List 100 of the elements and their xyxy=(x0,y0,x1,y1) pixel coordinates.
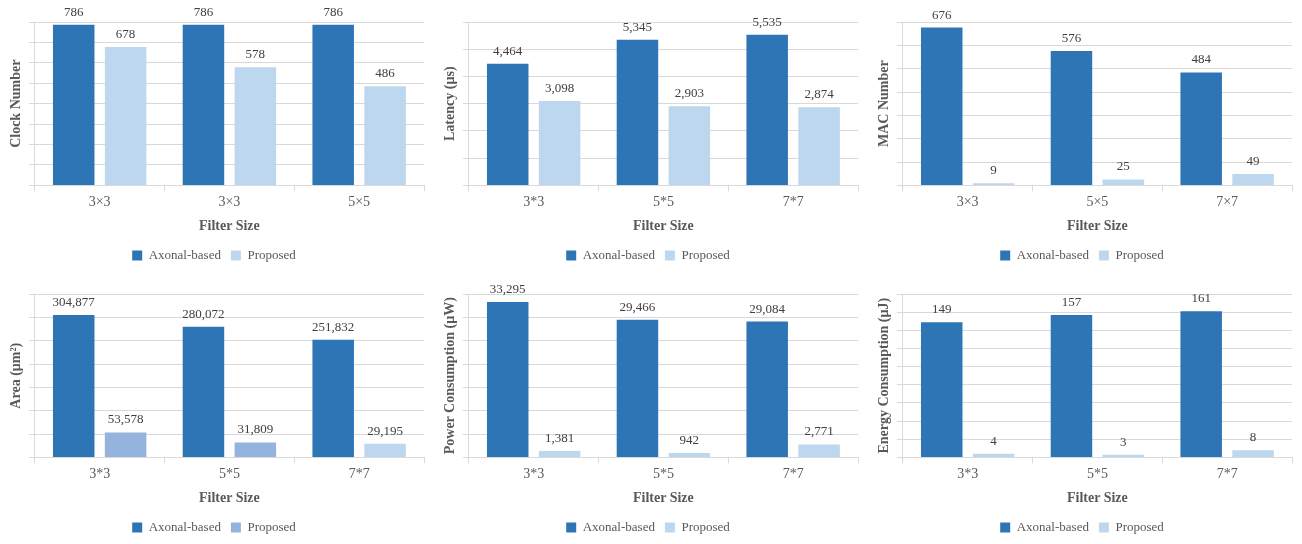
legend-label: Proposed xyxy=(681,246,731,262)
bar xyxy=(234,67,277,185)
bar xyxy=(746,321,788,457)
x-axis-title: Filter Size xyxy=(1067,218,1128,234)
bar xyxy=(312,339,354,457)
legend-label: Proposed xyxy=(247,518,297,534)
bar xyxy=(1232,450,1274,457)
x-tick-label: 5*5 xyxy=(652,194,674,210)
bar xyxy=(1050,314,1093,457)
data-label: 251,832 xyxy=(312,318,355,334)
legend-label: Proposed xyxy=(1115,518,1165,534)
legend-label: Proposed xyxy=(681,518,731,534)
x-tick-label: 3×3 xyxy=(88,194,111,210)
data-label: 786 xyxy=(323,3,344,19)
x-tick-label: 7×7 xyxy=(1216,194,1239,210)
x-tick-label: 3*3 xyxy=(89,466,111,482)
legend-label: Axonal-based xyxy=(582,246,656,262)
y-axis-title: Energy Consumption (µJ) xyxy=(876,297,893,454)
data-label: 2,874 xyxy=(804,86,835,102)
y-axis-title: MAC Number xyxy=(876,60,892,148)
data-label: 9 xyxy=(990,162,997,178)
bar xyxy=(486,301,529,457)
x-axis-title: Filter Size xyxy=(633,490,694,506)
data-label: 161 xyxy=(1191,290,1211,306)
y-axis-title: Area (μm²) xyxy=(8,342,25,409)
data-label: 786 xyxy=(63,3,84,19)
x-tick-label: 3*3 xyxy=(523,466,545,482)
x-tick-label: 5*5 xyxy=(1086,466,1108,482)
data-label: 786 xyxy=(193,3,214,19)
data-label: 3,098 xyxy=(544,79,575,95)
bar xyxy=(104,432,147,457)
bar xyxy=(182,326,225,457)
x-axis-title: Filter Size xyxy=(1067,490,1128,506)
bar xyxy=(1180,311,1222,457)
legend-label: Axonal-based xyxy=(1016,518,1090,534)
bar xyxy=(104,46,147,185)
data-label: 149 xyxy=(931,301,952,317)
x-tick-label: 5×5 xyxy=(348,194,371,210)
bar xyxy=(364,86,406,185)
data-label: 29,084 xyxy=(749,300,786,316)
bar xyxy=(668,106,711,185)
bar xyxy=(920,322,963,457)
bar xyxy=(52,24,95,185)
data-label: 31,809 xyxy=(237,421,274,437)
x-tick-label: 3×3 xyxy=(218,194,241,210)
data-label: 5,535 xyxy=(752,13,782,29)
bar xyxy=(1232,173,1274,185)
bar xyxy=(364,443,406,457)
x-tick-label: 7*7 xyxy=(782,194,804,210)
data-label: 33,295 xyxy=(489,280,526,296)
x-tick-label: 5*5 xyxy=(218,466,240,482)
x-tick-label: 5*5 xyxy=(652,466,674,482)
data-label: 678 xyxy=(115,25,136,41)
data-label: 5,345 xyxy=(622,18,653,34)
x-axis-title: Filter Size xyxy=(199,218,260,234)
x-tick-label: 7*7 xyxy=(1216,466,1238,482)
bar xyxy=(486,63,529,185)
data-label: 484 xyxy=(1191,51,1212,67)
data-label: 53,578 xyxy=(107,411,144,427)
bar xyxy=(1102,179,1145,185)
legend-label: Axonal-based xyxy=(148,518,222,534)
legend-label: Axonal-based xyxy=(582,518,656,534)
data-label: 304,877 xyxy=(52,293,96,309)
data-label: 486 xyxy=(375,65,396,81)
bar xyxy=(746,34,788,185)
bar xyxy=(920,27,963,185)
data-label: 49 xyxy=(1246,152,1260,168)
legend-label: Axonal-based xyxy=(148,246,222,262)
data-label: 4 xyxy=(990,432,998,448)
data-label: 1,381 xyxy=(544,429,575,445)
bar xyxy=(52,315,95,457)
bar xyxy=(616,319,659,457)
data-label: 578 xyxy=(245,46,266,62)
bar xyxy=(538,101,581,185)
bar xyxy=(1050,50,1093,185)
legend-label: Proposed xyxy=(1115,246,1165,262)
x-tick-label: 3*3 xyxy=(957,466,979,482)
data-label: 2,771 xyxy=(804,423,834,439)
data-label: 8 xyxy=(1249,429,1257,445)
x-axis-title: Filter Size xyxy=(633,218,694,234)
legend-label: Axonal-based xyxy=(1016,246,1090,262)
data-label: 576 xyxy=(1061,29,1082,45)
data-label: 3 xyxy=(1120,433,1127,449)
bar xyxy=(616,39,659,185)
legend-label: Proposed xyxy=(247,246,297,262)
x-tick-label: 7*7 xyxy=(348,466,370,482)
y-axis-title: Power Consumption (µW) xyxy=(442,296,459,455)
data-label: 4,464 xyxy=(493,42,523,58)
x-tick-label: 5×5 xyxy=(1086,194,1109,210)
x-tick-label: 3*3 xyxy=(523,194,545,210)
data-label: 29,466 xyxy=(619,298,656,314)
bar xyxy=(1180,72,1222,185)
bar xyxy=(182,24,225,185)
y-axis-title: Clock Number xyxy=(8,59,24,148)
bar xyxy=(798,107,840,185)
bar xyxy=(972,453,1015,457)
bar xyxy=(668,453,711,457)
data-label: 942 xyxy=(679,431,700,447)
bar xyxy=(798,444,840,457)
data-label: 676 xyxy=(931,6,952,22)
